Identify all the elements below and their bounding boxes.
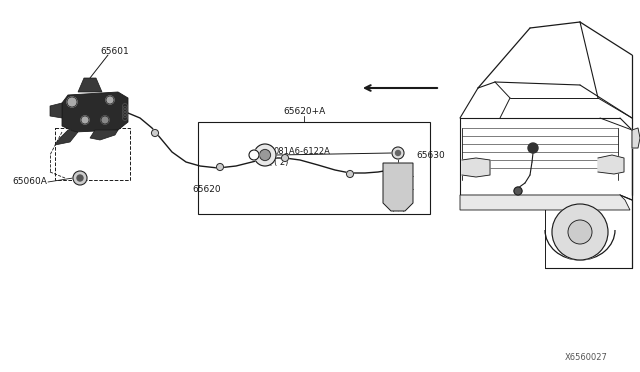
- Polygon shape: [460, 195, 630, 210]
- Text: X6560027: X6560027: [565, 353, 608, 362]
- Text: 65601: 65601: [100, 48, 129, 57]
- Circle shape: [67, 97, 77, 107]
- Bar: [55, 128, 130, 180]
- Circle shape: [106, 96, 114, 104]
- Circle shape: [396, 151, 401, 155]
- Circle shape: [392, 147, 404, 159]
- Polygon shape: [632, 128, 640, 148]
- Text: 65060A: 65060A: [12, 177, 47, 186]
- Circle shape: [216, 164, 223, 170]
- Circle shape: [73, 171, 87, 185]
- Circle shape: [282, 154, 289, 161]
- Circle shape: [249, 150, 259, 160]
- Polygon shape: [62, 92, 128, 132]
- Text: 081A6-6122A: 081A6-6122A: [274, 148, 331, 157]
- Text: ( 2): ( 2): [274, 158, 289, 167]
- Text: 65620+A: 65620+A: [283, 108, 325, 116]
- Circle shape: [77, 175, 83, 181]
- Bar: [198, 122, 430, 214]
- Circle shape: [259, 150, 271, 160]
- Polygon shape: [55, 130, 78, 145]
- Text: B: B: [252, 153, 256, 158]
- Polygon shape: [78, 78, 102, 92]
- Polygon shape: [90, 130, 118, 140]
- Polygon shape: [598, 155, 624, 174]
- Circle shape: [514, 187, 522, 195]
- Circle shape: [152, 129, 159, 137]
- Circle shape: [81, 116, 89, 124]
- Circle shape: [552, 204, 608, 260]
- Polygon shape: [50, 103, 62, 118]
- Circle shape: [101, 116, 109, 124]
- Text: 65620: 65620: [192, 186, 221, 195]
- Circle shape: [254, 144, 276, 166]
- Circle shape: [568, 220, 592, 244]
- Circle shape: [528, 143, 538, 153]
- Text: 65630: 65630: [416, 151, 445, 160]
- Polygon shape: [383, 163, 413, 211]
- Circle shape: [346, 170, 353, 177]
- Polygon shape: [462, 158, 490, 177]
